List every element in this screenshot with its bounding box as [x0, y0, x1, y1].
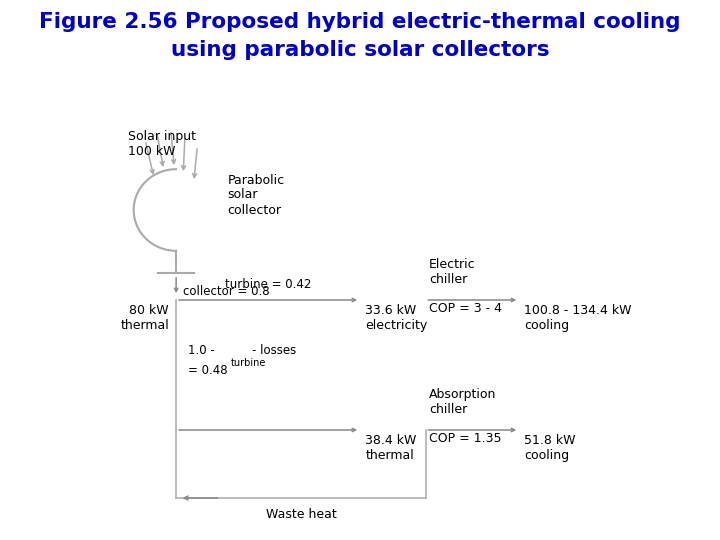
Text: COP = 1.35: COP = 1.35: [429, 432, 501, 445]
Text: turbine = 0.42: turbine = 0.42: [225, 278, 311, 291]
Text: turbine: turbine: [231, 358, 266, 368]
Text: 80 kW
thermal: 80 kW thermal: [120, 304, 169, 332]
Text: collector = 0.8: collector = 0.8: [183, 285, 270, 298]
Text: 38.4 kW
thermal: 38.4 kW thermal: [365, 434, 417, 462]
Text: 33.6 kW
electricity: 33.6 kW electricity: [365, 304, 428, 332]
Text: Solar input
100 kW: Solar input 100 kW: [127, 130, 196, 158]
Text: Parabolic
solar
collector: Parabolic solar collector: [228, 173, 284, 217]
Text: Absorption
chiller: Absorption chiller: [429, 388, 496, 416]
Text: 51.8 kW
cooling: 51.8 kW cooling: [524, 434, 576, 462]
Text: 100.8 - 134.4 kW
cooling: 100.8 - 134.4 kW cooling: [524, 304, 632, 332]
Text: = 0.48: = 0.48: [189, 363, 228, 376]
Text: Figure 2.56 Proposed hybrid electric-thermal cooling: Figure 2.56 Proposed hybrid electric-the…: [40, 12, 680, 32]
Text: using parabolic solar collectors: using parabolic solar collectors: [171, 40, 549, 60]
Text: Waste heat: Waste heat: [266, 508, 336, 521]
Text: 1.0 -: 1.0 -: [189, 345, 215, 357]
Text: Electric
chiller: Electric chiller: [429, 258, 476, 286]
Text: - losses: - losses: [252, 345, 297, 357]
Text: COP = 3 - 4: COP = 3 - 4: [429, 302, 502, 315]
